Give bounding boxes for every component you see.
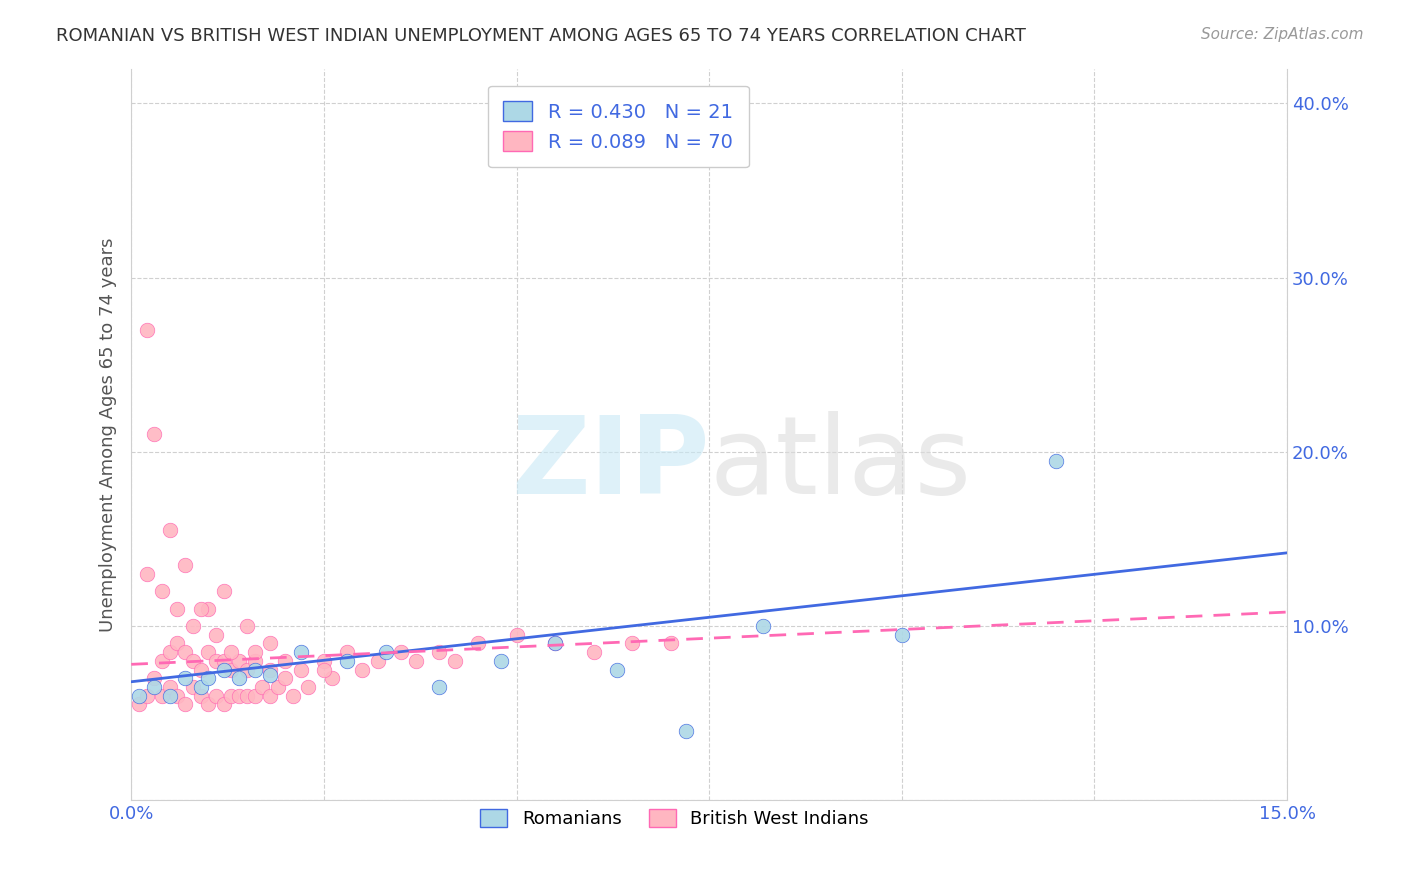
Point [181,680,204,694]
Text: ROMANIAN VS BRITISH WEST INDIAN UNEMPLOYMENT AMONG AGES 65 TO 74 YEARS CORRELATI: ROMANIAN VS BRITISH WEST INDIAN UNEMPLOY… [56,27,1026,45]
Point [150,654,173,668]
Point [582,645,605,659]
Point [236,619,259,633]
Point [159,645,181,659]
Point [128,698,150,712]
Point [544,636,567,650]
Point [212,584,235,599]
Point [228,654,250,668]
Point [890,628,912,642]
Point [135,566,157,581]
Text: ZIP: ZIP [510,410,709,516]
Point [444,654,467,668]
Point [181,654,204,668]
Point [228,671,250,685]
Point [321,671,343,685]
Point [243,689,266,703]
Point [228,689,250,703]
Point [274,671,297,685]
Point [190,689,212,703]
Point [174,558,197,572]
Point [212,654,235,668]
Point [135,689,157,703]
Point [221,689,243,703]
Point [181,619,204,633]
Point [274,654,297,668]
Point [159,689,181,703]
Point [290,663,312,677]
Text: atlas: atlas [709,410,972,516]
Point [205,689,228,703]
Point [405,654,427,668]
Point [259,636,281,650]
Point [197,698,219,712]
Point [243,645,266,659]
Point [367,654,389,668]
Point [135,323,157,337]
Point [259,689,281,703]
Point [544,636,567,650]
Point [429,680,451,694]
Point [429,645,451,659]
Point [606,663,628,677]
Point [243,663,266,677]
Point [281,689,304,703]
Point [159,680,181,694]
Point [352,663,374,677]
Point [236,663,259,677]
Point [190,663,212,677]
Point [212,663,235,677]
Point [159,523,181,537]
Point [659,636,682,650]
Point [150,689,173,703]
Point [374,645,396,659]
Point [143,427,166,442]
Point [174,645,197,659]
Text: Source: ZipAtlas.com: Source: ZipAtlas.com [1201,27,1364,42]
Point [190,601,212,615]
Point [312,654,335,668]
Point [221,645,243,659]
Point [197,671,219,685]
Point [174,698,197,712]
Point [221,663,243,677]
Point [259,663,281,677]
Point [205,628,228,642]
Point [389,645,412,659]
Point [236,689,259,703]
Point [266,680,288,694]
Point [150,584,173,599]
Point [312,663,335,677]
Point [190,680,212,694]
Point [128,689,150,703]
Y-axis label: Unemployment Among Ages 65 to 74 years: Unemployment Among Ages 65 to 74 years [100,237,117,632]
Point [1045,453,1067,467]
Point [205,654,228,668]
Point [197,601,219,615]
Point [297,680,319,694]
Point [197,645,219,659]
Point [489,654,512,668]
Point [336,645,359,659]
Point [336,654,359,668]
Point [212,698,235,712]
Point [675,723,697,738]
Point [166,601,188,615]
Point [621,636,644,650]
Point [166,689,188,703]
Point [290,645,312,659]
Point [143,671,166,685]
Point [143,680,166,694]
Point [252,680,274,694]
Point [467,636,489,650]
Point [174,671,197,685]
Point [752,619,775,633]
Point [505,628,527,642]
Point [243,654,266,668]
Point [259,667,281,681]
Point [166,636,188,650]
Legend: Romanians, British West Indians: Romanians, British West Indians [472,801,876,835]
